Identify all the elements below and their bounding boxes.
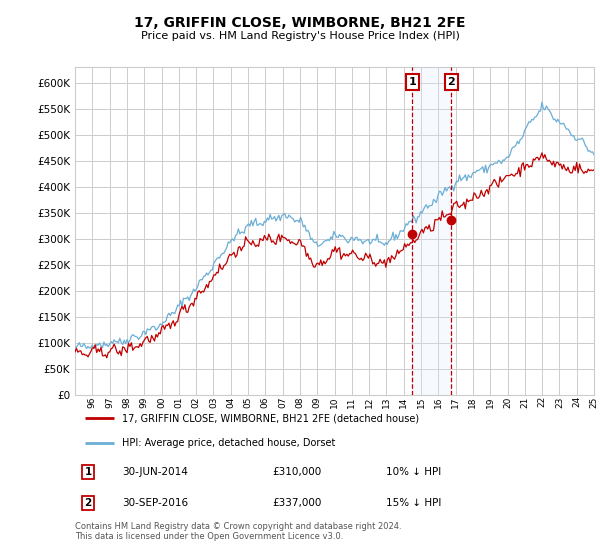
Text: 1: 1 xyxy=(409,77,416,87)
Text: HPI: Average price, detached house, Dorset: HPI: Average price, detached house, Dors… xyxy=(122,438,335,448)
Text: 30-JUN-2014: 30-JUN-2014 xyxy=(122,467,188,477)
Text: 1: 1 xyxy=(85,467,92,477)
Text: 10% ↓ HPI: 10% ↓ HPI xyxy=(386,467,442,477)
Text: 2: 2 xyxy=(85,498,92,508)
Text: £310,000: £310,000 xyxy=(272,467,322,477)
Text: 17, GRIFFIN CLOSE, WIMBORNE, BH21 2FE: 17, GRIFFIN CLOSE, WIMBORNE, BH21 2FE xyxy=(134,16,466,30)
Text: 2: 2 xyxy=(448,77,455,87)
Text: Price paid vs. HM Land Registry's House Price Index (HPI): Price paid vs. HM Land Registry's House … xyxy=(140,31,460,41)
Text: 17, GRIFFIN CLOSE, WIMBORNE, BH21 2FE (detached house): 17, GRIFFIN CLOSE, WIMBORNE, BH21 2FE (d… xyxy=(122,413,419,423)
Text: 30-SEP-2016: 30-SEP-2016 xyxy=(122,498,188,508)
Text: £337,000: £337,000 xyxy=(272,498,322,508)
Text: Contains HM Land Registry data © Crown copyright and database right 2024.
This d: Contains HM Land Registry data © Crown c… xyxy=(75,522,401,542)
Bar xyxy=(412,67,451,395)
Text: 15% ↓ HPI: 15% ↓ HPI xyxy=(386,498,442,508)
